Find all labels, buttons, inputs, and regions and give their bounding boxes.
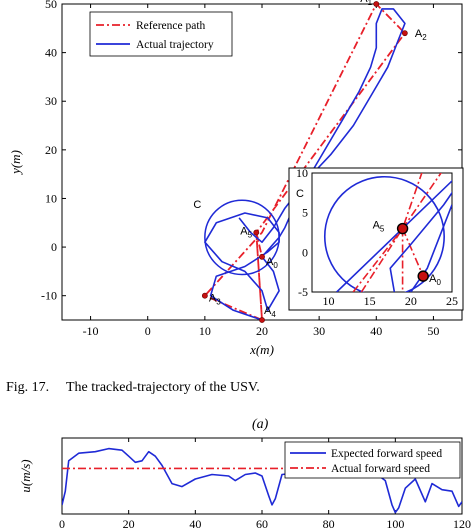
legend-label: Actual trajectory: [136, 39, 214, 51]
waypoint-marker: [259, 317, 265, 323]
waypoint-label: A1: [360, 0, 372, 7]
inset-waypoint-subscript: 0: [437, 278, 442, 287]
x-tick-label: 80: [323, 517, 335, 529]
figure-number: Fig. 17.: [6, 380, 49, 395]
inset-trajectory: [389, 191, 452, 292]
waypoint-subscript: 5: [248, 230, 253, 239]
inset-x-tick-label: 15: [364, 294, 376, 308]
inset-y-tick-label: 0: [302, 245, 308, 259]
series-line-expected-speed: [62, 447, 462, 514]
inset-x-tick-label: 20: [405, 294, 417, 308]
legend-box: [284, 441, 461, 479]
waypoint-subscript: 3: [216, 298, 221, 307]
x-tick-label: 20: [256, 324, 268, 338]
x-tick-label: 50: [427, 324, 439, 338]
y-tick-label: 20: [45, 143, 57, 157]
bottom-series: [62, 447, 462, 514]
bottom-plot: 0 20 40 60 80 100 120 u(m/s) Expected forward sp…: [18, 437, 471, 529]
inset-circle: [323, 175, 445, 292]
waypoint-marker: [373, 1, 380, 7]
x-tick-label: 40: [370, 324, 382, 338]
inset-trajectory: [410, 204, 452, 292]
y-axis-label: u(m/s): [18, 459, 33, 492]
inset-waypoint-marker: [396, 222, 409, 235]
y-tick-label: -10: [41, 289, 57, 303]
y-tick-label: 30: [45, 94, 57, 108]
x-axis-label: x(m): [249, 342, 274, 357]
y-tick-label: 40: [45, 46, 57, 60]
waypoint-label: A0: [266, 256, 278, 270]
inset-x-tick-label: 25: [446, 294, 458, 308]
inset-y-tick-label: -5: [298, 285, 308, 299]
inset-reference-line: [401, 228, 424, 277]
top-legend: Reference path Actual trajectory: [89, 11, 233, 57]
waypoint-label: A5: [240, 225, 252, 239]
waypoint-label: A3: [209, 293, 221, 307]
x-tick-label: 20: [123, 517, 135, 529]
x-tick-label: 10: [199, 324, 211, 338]
inset-circle-label: C: [296, 188, 304, 200]
waypoint-label: A2: [415, 28, 427, 42]
inset-y-tick-label: 10: [296, 166, 308, 180]
x-tick-label: 100: [386, 517, 404, 529]
legend-box: [89, 11, 233, 57]
turning-circle: [204, 199, 280, 276]
inset-waypoint-subscript: 5: [380, 225, 385, 234]
waypoint-marker: [201, 292, 208, 299]
x-tick-label: 30: [313, 324, 325, 338]
x-tick-label: 0: [59, 517, 65, 529]
subfigure-label: (a): [252, 417, 269, 432]
inset-x-tick-label: 10: [322, 294, 334, 308]
x-tick-label: 60: [256, 517, 268, 529]
legend-label: Reference path: [136, 20, 206, 32]
top-plot: -1001020304050-1001020304050x(m)y(m)A1A2…: [8, 0, 464, 357]
waypoint-subscript: 1: [368, 0, 373, 7]
series-line-reference-path: [203, 4, 406, 320]
waypoint-subscript: 2: [422, 33, 427, 42]
circle-label: C: [193, 199, 201, 211]
waypoint-marker: [259, 253, 265, 260]
x-tick-label: -10: [83, 324, 99, 338]
legend-label: Actual forward speed: [331, 463, 430, 475]
inset-trajectory: [336, 179, 452, 292]
waypoint-label: A4: [264, 305, 276, 319]
x-tick-label: 40: [189, 517, 201, 529]
y-axis-label: y(m): [8, 150, 23, 176]
y-tick-label: 10: [45, 191, 57, 205]
y-tick-label: 0: [51, 240, 57, 254]
legend-label: Expected forward speed: [331, 448, 442, 460]
waypoint-marker: [401, 30, 408, 37]
x-tick-label: 120: [453, 517, 471, 529]
inset-frame: [311, 172, 453, 293]
waypoint-subscript: 0: [273, 261, 278, 270]
y-tick-label: 50: [45, 0, 57, 11]
waypoint-subscript: 4: [271, 310, 276, 319]
x-tick-label: 0: [145, 324, 151, 338]
inset-y-tick-label: 5: [302, 206, 308, 220]
waypoint-marker: [253, 229, 260, 236]
inset-waypoint-marker: [417, 270, 429, 282]
bottom-legend: Expected forward speed Actual forward spe…: [284, 441, 461, 479]
figure-caption: The tracked-trajectory of the USV.: [66, 380, 260, 395]
